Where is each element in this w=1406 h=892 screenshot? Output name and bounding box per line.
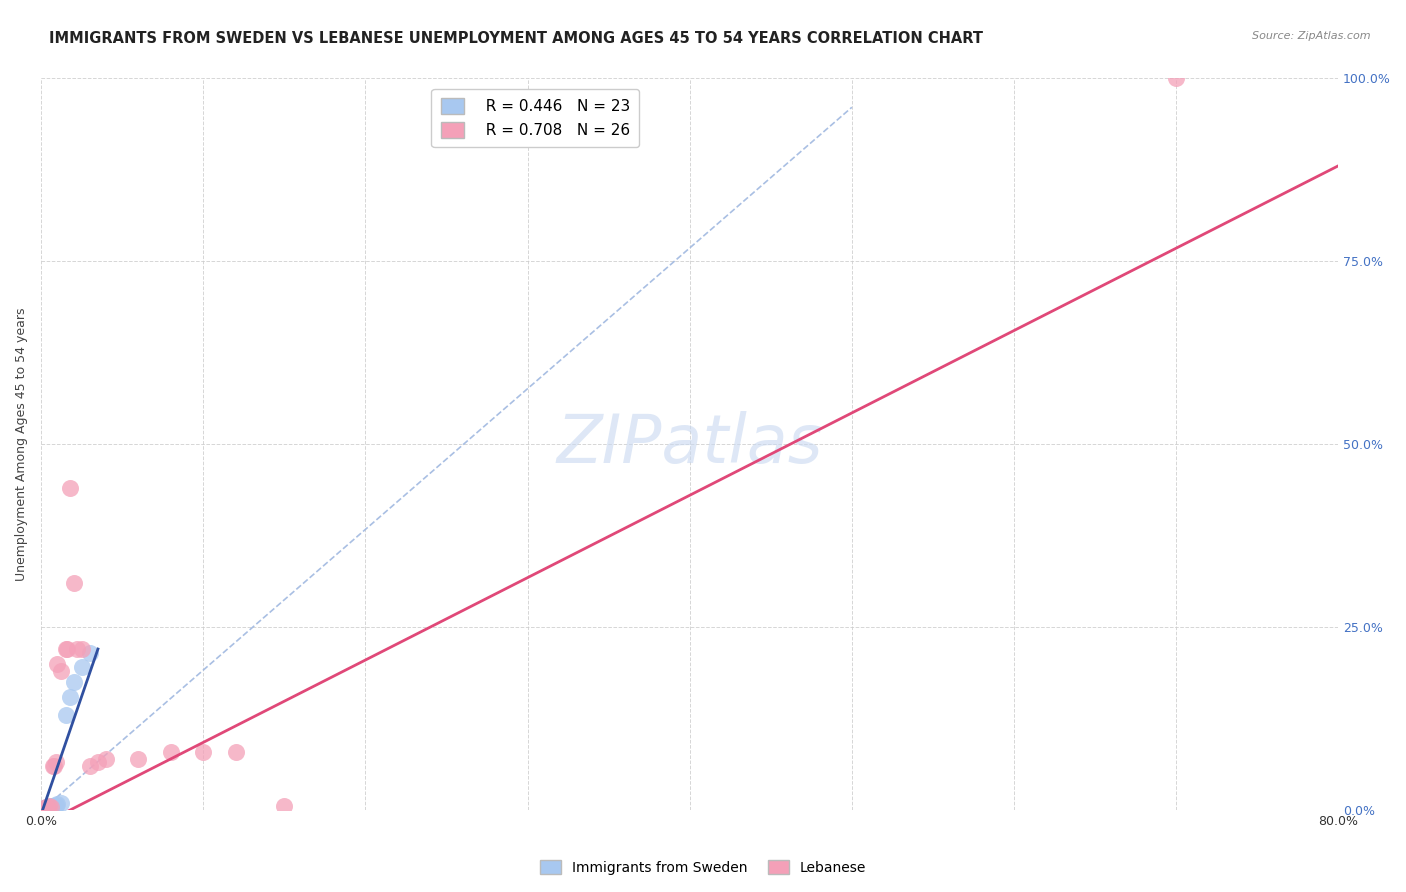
Point (45, 797, 67, 812)
Point (41, 759, 63, 773)
Point (273, 799, 295, 814)
Text: Source: ZipAtlas.com: Source: ZipAtlas.com (1253, 31, 1371, 41)
Point (39, 799, 62, 814)
Point (55, 642, 77, 657)
Point (37, 801, 59, 815)
Point (38, 801, 60, 815)
Point (160, 745, 183, 759)
Point (34, 802, 56, 816)
Point (35, 802, 58, 816)
Point (41, 799, 63, 814)
Point (56, 642, 79, 657)
Point (1166, 70, 1188, 85)
Point (127, 752, 149, 766)
Point (66, 642, 89, 657)
Point (31, 802, 53, 816)
Point (49, 664, 72, 678)
Text: ZIPatlas: ZIPatlas (557, 411, 823, 477)
Point (35, 801, 58, 815)
Point (46, 657, 69, 671)
Point (59, 481, 82, 495)
Point (193, 745, 215, 759)
Point (34, 801, 56, 815)
Point (37, 801, 59, 815)
Legend: Immigrants from Sweden, Lebanese: Immigrants from Sweden, Lebanese (534, 855, 872, 880)
Point (62, 576, 84, 591)
Point (34, 801, 56, 815)
Point (45, 756, 67, 770)
Point (44, 759, 66, 773)
Point (39, 800, 62, 814)
Point (70, 660, 93, 674)
Point (35, 800, 58, 814)
Y-axis label: Unemployment Among Ages 45 to 54 years: Unemployment Among Ages 45 to 54 years (15, 307, 28, 581)
Point (35, 800, 58, 814)
Point (31, 802, 53, 816)
Legend:   R = 0.446   N = 23,   R = 0.708   N = 26: R = 0.446 N = 23, R = 0.708 N = 26 (432, 89, 640, 147)
Point (38, 800, 60, 814)
Point (94, 752, 117, 766)
Point (55, 707, 77, 722)
Point (38, 799, 60, 814)
Point (79, 759, 101, 773)
Point (44, 798, 66, 813)
Point (37, 802, 59, 816)
Text: IMMIGRANTS FROM SWEDEN VS LEBANESE UNEMPLOYMENT AMONG AGES 45 TO 54 YEARS CORREL: IMMIGRANTS FROM SWEDEN VS LEBANESE UNEMP… (49, 31, 983, 46)
Point (34, 802, 56, 816)
Point (62, 675, 84, 690)
Point (46, 797, 69, 812)
Point (70, 642, 93, 657)
Point (59, 690, 82, 704)
Point (79, 646, 101, 660)
Point (31, 802, 53, 816)
Point (87, 756, 110, 770)
Point (49, 796, 72, 810)
Point (225, 745, 247, 759)
